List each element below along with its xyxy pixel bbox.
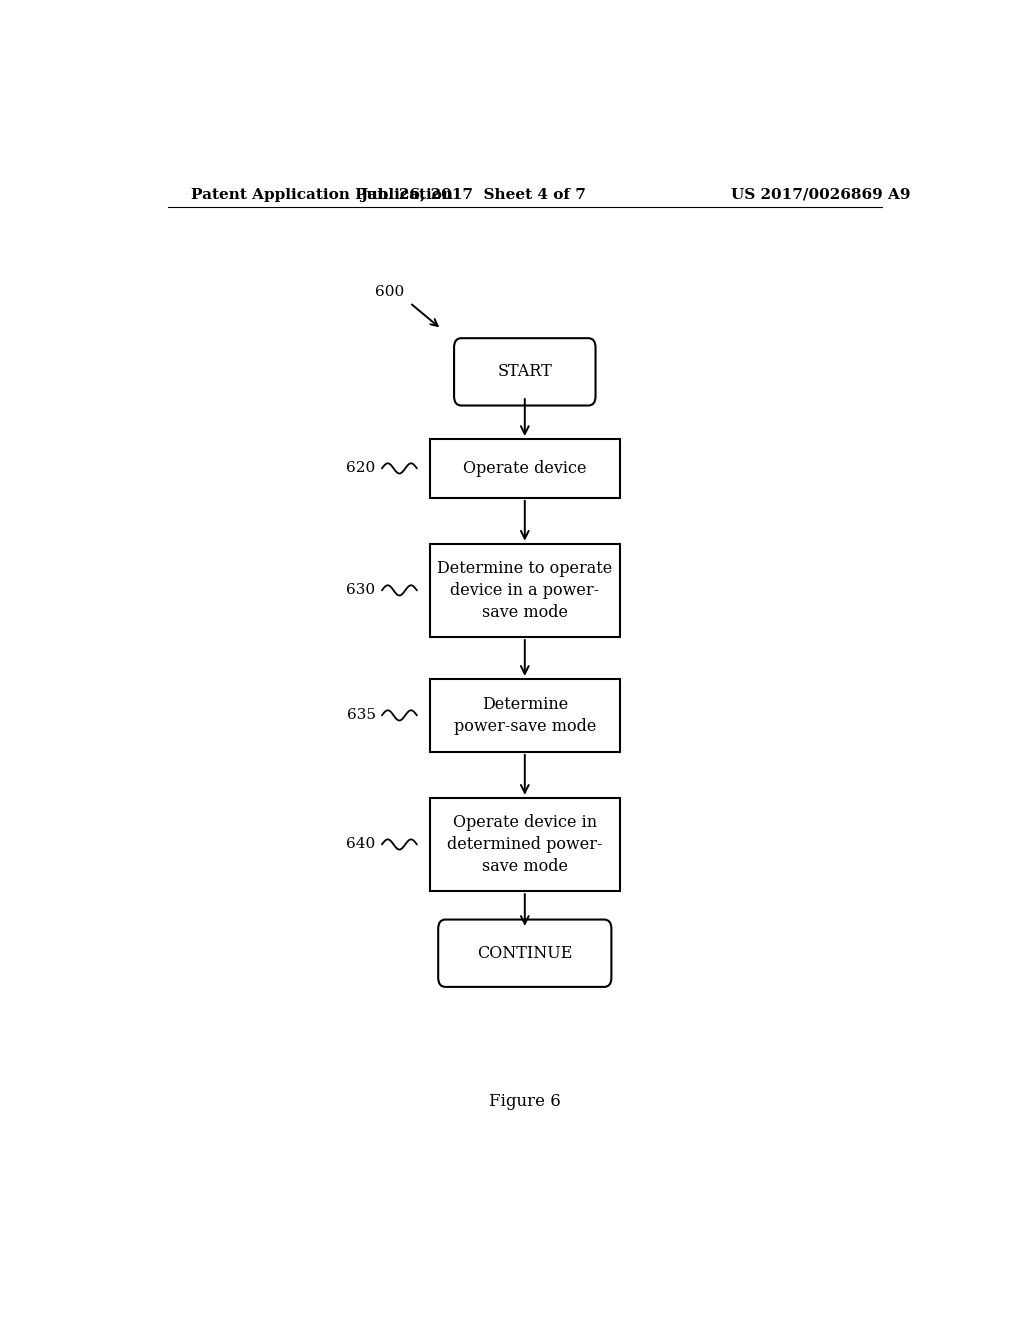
Text: Jan. 26, 2017  Sheet 4 of 7: Jan. 26, 2017 Sheet 4 of 7 — [360, 187, 586, 202]
Text: Operate device: Operate device — [463, 459, 587, 477]
Bar — [430, 440, 621, 498]
Text: Determine to operate
device in a power-
save mode: Determine to operate device in a power- … — [437, 560, 612, 622]
Text: 630: 630 — [346, 583, 376, 598]
Text: Determine
power-save mode: Determine power-save mode — [454, 696, 596, 735]
FancyBboxPatch shape — [454, 338, 596, 405]
Bar — [430, 544, 621, 638]
Bar — [430, 678, 621, 752]
Text: Operate device in
determined power-
save mode: Operate device in determined power- save… — [447, 813, 602, 875]
FancyBboxPatch shape — [438, 920, 611, 987]
Bar — [430, 797, 621, 891]
Text: 600: 600 — [375, 285, 404, 298]
Text: US 2017/0026869 A9: US 2017/0026869 A9 — [731, 187, 910, 202]
Text: Figure 6: Figure 6 — [488, 1093, 561, 1110]
Text: START: START — [498, 363, 552, 380]
Text: 640: 640 — [346, 837, 376, 851]
Text: 620: 620 — [346, 462, 376, 475]
Text: Patent Application Publication: Patent Application Publication — [191, 187, 454, 202]
Text: CONTINUE: CONTINUE — [477, 945, 572, 962]
Text: 635: 635 — [346, 709, 376, 722]
